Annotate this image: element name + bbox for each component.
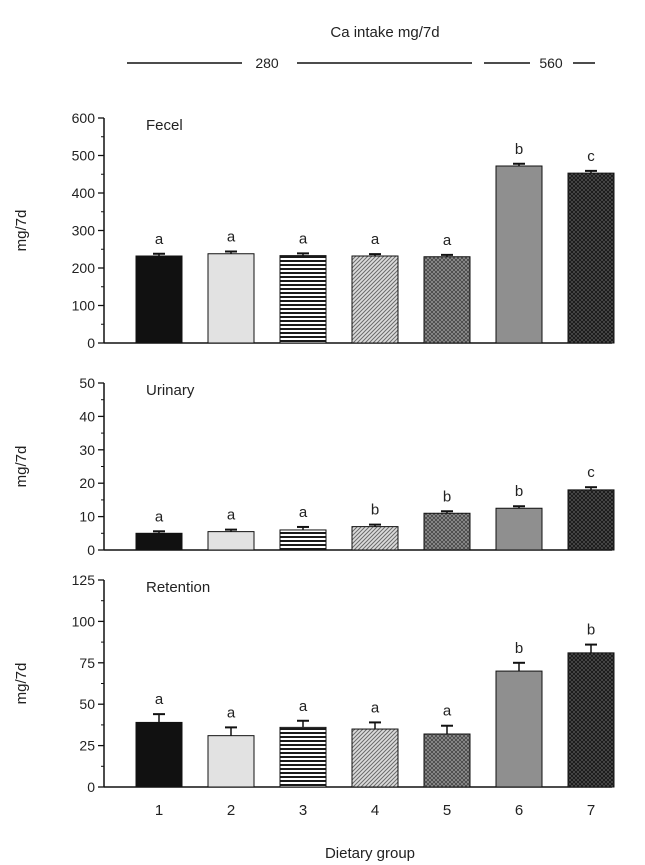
panel-1-y-axis-label: mg/7d (13, 210, 30, 252)
panel-3-y-tick-label: 100 (72, 613, 96, 629)
panel-2-y-tick-label: 50 (79, 375, 95, 391)
x-tick-label-5: 5 (443, 802, 451, 819)
x-tick-label-4: 4 (371, 802, 379, 819)
panel-3-title: Retention (146, 579, 210, 596)
panel-2-significance-letter-5: b (443, 488, 451, 505)
panel-2-y-tick-label: 30 (79, 442, 95, 458)
panel-1-y-tick-label: 200 (72, 260, 96, 276)
panel-2-significance-letter-1: a (155, 508, 164, 525)
panel-3-bar-5 (423, 733, 471, 788)
panel-2-y-tick-label: 10 (79, 509, 95, 525)
panel-2-bar-2 (207, 531, 255, 551)
panel-1-y-tick-label: 400 (72, 185, 96, 201)
panel-1-significance-letter-1: a (155, 231, 164, 248)
panel-2-bar-5 (423, 512, 471, 551)
panel-3-significance-letter-2: a (227, 704, 236, 721)
panel-3-y-tick-label: 50 (79, 696, 95, 712)
panel-1-bar-2 (207, 253, 255, 344)
panel-2-y-tick-label: 40 (79, 408, 95, 424)
panel-3-significance-letter-6: b (515, 640, 523, 657)
panel-2-y-axis-label: mg/7d (13, 446, 30, 488)
panel-3-bar-1 (135, 721, 183, 788)
panel-1-significance-letter-5: a (443, 232, 452, 249)
x-tick-label-7: 7 (587, 802, 595, 819)
panel-3-bar-6 (495, 670, 543, 788)
panel-1-title: Fecel (146, 117, 183, 134)
panel-1-bar-7 (567, 172, 615, 344)
panel-3-bar-4 (351, 728, 399, 788)
panel-3-significance-letter-3: a (299, 698, 308, 715)
panel-1-y-tick-label: 100 (72, 298, 96, 314)
panel-2-bar-3 (279, 529, 327, 551)
panel-2-bar-6 (495, 507, 543, 551)
panel-1-bar-6 (495, 165, 543, 344)
panel-2-significance-letter-3: a (299, 504, 308, 521)
panel-3-significance-letter-4: a (371, 699, 380, 716)
panel-2-significance-letter-4: b (371, 502, 379, 519)
panel-3-significance-letter-5: a (443, 703, 452, 720)
panel-1-significance-letter-4: a (371, 231, 380, 248)
header-level-560: 560 (539, 55, 563, 71)
panel-2-significance-letter-2: a (227, 507, 236, 524)
panel-1-significance-letter-3: a (299, 230, 308, 247)
panel-1-bar-5 (423, 256, 471, 344)
panel-3-significance-letter-7: b (587, 622, 595, 639)
x-tick-label-1: 1 (155, 802, 163, 819)
x-tick-label-3: 3 (299, 802, 307, 819)
panel-2-y-tick-label: 0 (87, 542, 95, 558)
panel-3-y-tick-label: 75 (79, 655, 95, 671)
x-tick-label-2: 2 (227, 802, 235, 819)
panel-1-bar-3 (279, 255, 327, 344)
header-level-280: 280 (255, 55, 279, 71)
panel-1-bar-1 (135, 255, 183, 344)
header-title: Ca intake mg/7d (330, 24, 439, 41)
panel-3-y-axis-label: mg/7d (13, 663, 30, 705)
panel-2-y-tick-label: 20 (79, 475, 95, 491)
panel-3-y-tick-label: 25 (79, 738, 95, 754)
panel-3-bar-2 (207, 735, 255, 788)
panel-2-bar-4 (351, 526, 399, 551)
panel-1-y-tick-label: 0 (87, 335, 95, 351)
panel-1-significance-letter-7: c (587, 148, 595, 165)
x-axis-label: Dietary group (325, 845, 415, 862)
panel-1-bar-4 (351, 255, 399, 344)
panel-2-bar-1 (135, 532, 183, 551)
panel-3-y-tick-label: 0 (87, 779, 95, 795)
panel-2-significance-letter-7: c (587, 464, 595, 481)
panel-2-significance-letter-6: b (515, 483, 523, 500)
panel-3-significance-letter-1: a (155, 691, 164, 708)
x-tick-label-6: 6 (515, 802, 523, 819)
panel-1-y-tick-label: 300 (72, 223, 96, 239)
panel-2-bar-7 (567, 489, 615, 551)
panel-2-title: Urinary (146, 382, 195, 399)
panel-1-y-tick-label: 500 (72, 148, 96, 164)
panel-3-bar-7 (567, 652, 615, 788)
panel-1-significance-letter-6: b (515, 141, 523, 158)
panel-3-bar-3 (279, 726, 327, 788)
panel-1-y-tick-label: 600 (72, 110, 96, 126)
panel-3-y-tick-label: 125 (72, 572, 96, 588)
panel-1-significance-letter-2: a (227, 229, 236, 246)
